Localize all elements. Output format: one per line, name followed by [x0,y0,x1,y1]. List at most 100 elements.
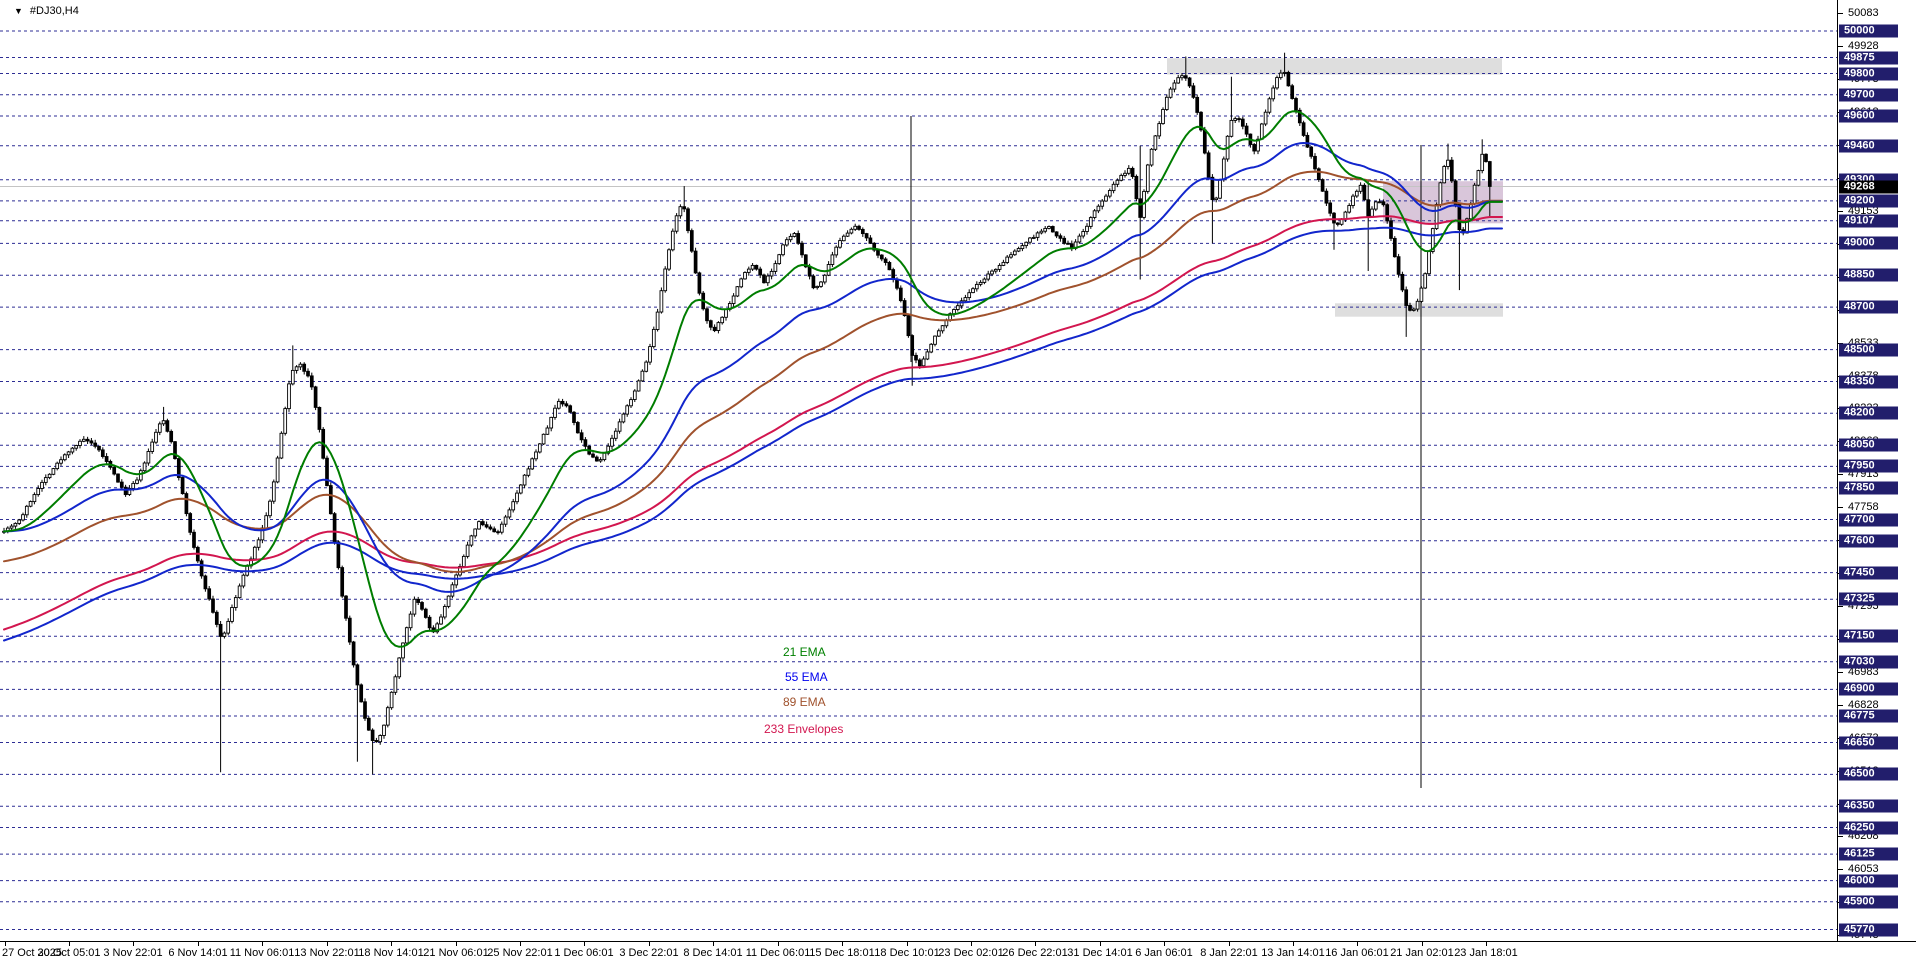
price-level-badge: 47150 [1839,629,1898,643]
price-level-badge: 48700 [1839,300,1898,314]
price-level-badge: 45900 [1839,895,1898,909]
price-level-badge: 49800 [1839,67,1898,80]
price-level-badge: 48350 [1839,375,1898,388]
candlesticks [2,52,1492,775]
time-tick-mark [1422,942,1423,946]
time-tick-label: 21 Nov 06:01 [423,947,489,959]
price-tick-label: 46983 [1848,665,1879,678]
time-tick-label: 6 Nov 14:01 [168,947,228,959]
time-tick-mark [1164,942,1165,946]
time-tick-label: 13 Jan 14:01 [1261,947,1325,959]
price-level-badge: 46000 [1839,874,1898,888]
price-level-badge: 48850 [1839,268,1898,282]
envelope-lower-line [3,226,1503,642]
price-axis[interactable]: 5008349928497734961849463493084915348998… [1837,0,1916,941]
price-tick-label: 46828 [1848,698,1879,711]
time-tick-label: 1 Dec 06:01 [554,947,614,959]
price-tick-label: 50083 [1848,7,1879,20]
time-tick-mark [1486,942,1487,946]
price-level-badge: 48200 [1839,406,1898,420]
time-tick-label: 18 Dec 10:01 [874,947,940,959]
price-tick-mark [1838,13,1843,15]
legend-ema55-label: 55 EMA [785,670,828,684]
price-level-badge: 49200 [1839,194,1898,208]
price-tick-label: 49928 [1848,40,1879,53]
time-tick-label: 25 Nov 22:01 [487,947,553,959]
envelope-upper-line [3,215,1503,631]
legend-ema89-label: 89 EMA [783,695,826,709]
time-tick-mark [778,942,779,946]
time-tick-mark [456,942,457,946]
price-level-badge: 46900 [1839,682,1898,696]
time-tick-label: 13 Nov 22:01 [294,947,360,959]
price-tick-label: 49153 [1848,204,1879,217]
price-level-badge: 49875 [1839,51,1898,64]
time-tick-mark [1100,942,1101,946]
time-tick-label: 11 Nov 06:01 [229,947,295,959]
legend-envelopes-label: 233 Envelopes [764,722,844,736]
price-tick-mark [1838,671,1843,673]
ema89-line [3,170,1503,573]
price-tick-label: 47758 [1848,501,1879,514]
time-tick-label: 8 Jan 22:01 [1200,947,1258,959]
time-tick-label: 27 Oct 2025 [2,947,62,959]
time-tick-mark [1035,942,1036,946]
time-tick-mark [133,942,134,946]
time-tick-mark [584,942,585,946]
time-tick-mark [391,942,392,946]
symbol-dropdown-icon[interactable]: ▼ [14,5,23,16]
time-tick-mark [1293,942,1294,946]
price-tick-mark [1838,210,1843,212]
price-tick-label: 46053 [1848,863,1879,876]
time-tick-mark [69,942,70,946]
supply-zone-top [1167,58,1502,75]
price-tick-mark [1838,836,1843,838]
price-level-badge: 47700 [1839,513,1898,526]
ema55-line [3,142,1503,593]
price-level-badge: 46500 [1839,767,1898,781]
price-tick-mark [1838,507,1843,509]
price-level-badge: 46250 [1839,821,1898,834]
time-tick-label: 15 Dec 18:01 [809,947,875,959]
price-tick-mark [1838,474,1843,476]
time-tick-mark [198,942,199,946]
price-level-badge: 47600 [1839,534,1898,548]
support-zone-bottom [1335,303,1503,317]
time-tick-mark [842,942,843,946]
time-tick-label: 3 Dec 22:01 [619,947,679,959]
time-tick-mark [713,942,714,946]
price-level-badge: 48050 [1839,438,1898,452]
time-tick-mark [1357,942,1358,946]
price-level-badge: 48500 [1839,343,1898,357]
price-level-badge: 46650 [1839,736,1898,749]
price-level-badge: 46350 [1839,799,1898,813]
price-level-badge: 49700 [1839,88,1898,102]
time-tick-label: 23 Dec 02:01 [938,947,1004,959]
time-tick-label: 26 Dec 22:01 [1002,947,1068,959]
chart-symbol-label: #DJ30,H4 [29,5,79,17]
time-tick-mark [649,942,650,946]
time-tick-label: 31 Dec 14:01 [1067,947,1133,959]
chart-symbol-caption: ▼ #DJ30,H4 [14,5,79,17]
chart-plot-area[interactable] [0,0,1837,941]
time-axis[interactable]: 27 Oct 2025 30 Oct 05:01 3 Nov 22:01 6 Nov … [0,941,1916,963]
price-level-badge: 47030 [1839,655,1898,669]
price-level-badge: 50000 [1839,24,1898,38]
price-tick-mark [1838,704,1843,706]
price-level-badge: 49460 [1839,139,1898,153]
price-tick-mark [1838,46,1843,48]
time-tick-label: 23 Jan 18:01 [1454,947,1518,959]
time-tick-label: 6 Jan 06:01 [1135,947,1193,959]
price-level-badge: 49600 [1839,109,1898,123]
time-tick-label: 30 Oct 05:01 [37,947,101,959]
time-tick-label: 3 Nov 22:01 [103,947,163,959]
time-tick-label: 18 Nov 14:01 [358,947,424,959]
time-tick-label: 11 Dec 06:01 [745,947,811,959]
legend-ema21-label: 21 EMA [783,645,826,659]
price-level-badge: 46775 [1839,709,1898,723]
price-level-badge: 46125 [1839,847,1898,861]
price-level-badge: 47325 [1839,592,1898,606]
time-tick-mark [1229,942,1230,946]
price-tick-mark [1838,869,1843,871]
